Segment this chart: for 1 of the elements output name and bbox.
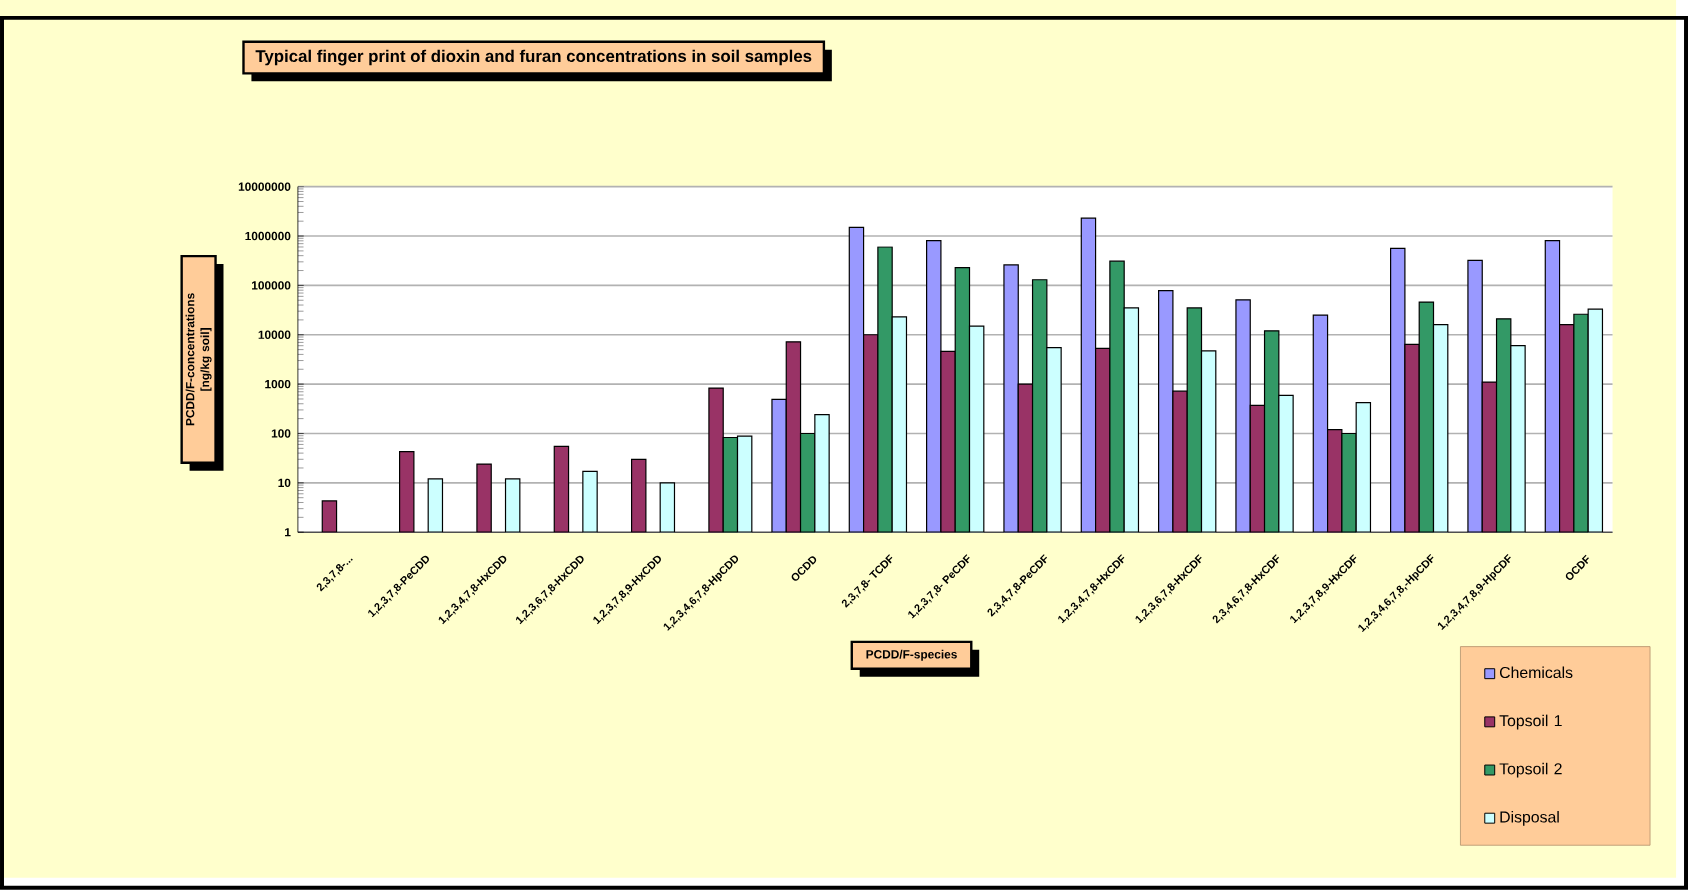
chart-title: Typical finger print of dioxin and furan concentrations in soil samples <box>255 49 812 66</box>
